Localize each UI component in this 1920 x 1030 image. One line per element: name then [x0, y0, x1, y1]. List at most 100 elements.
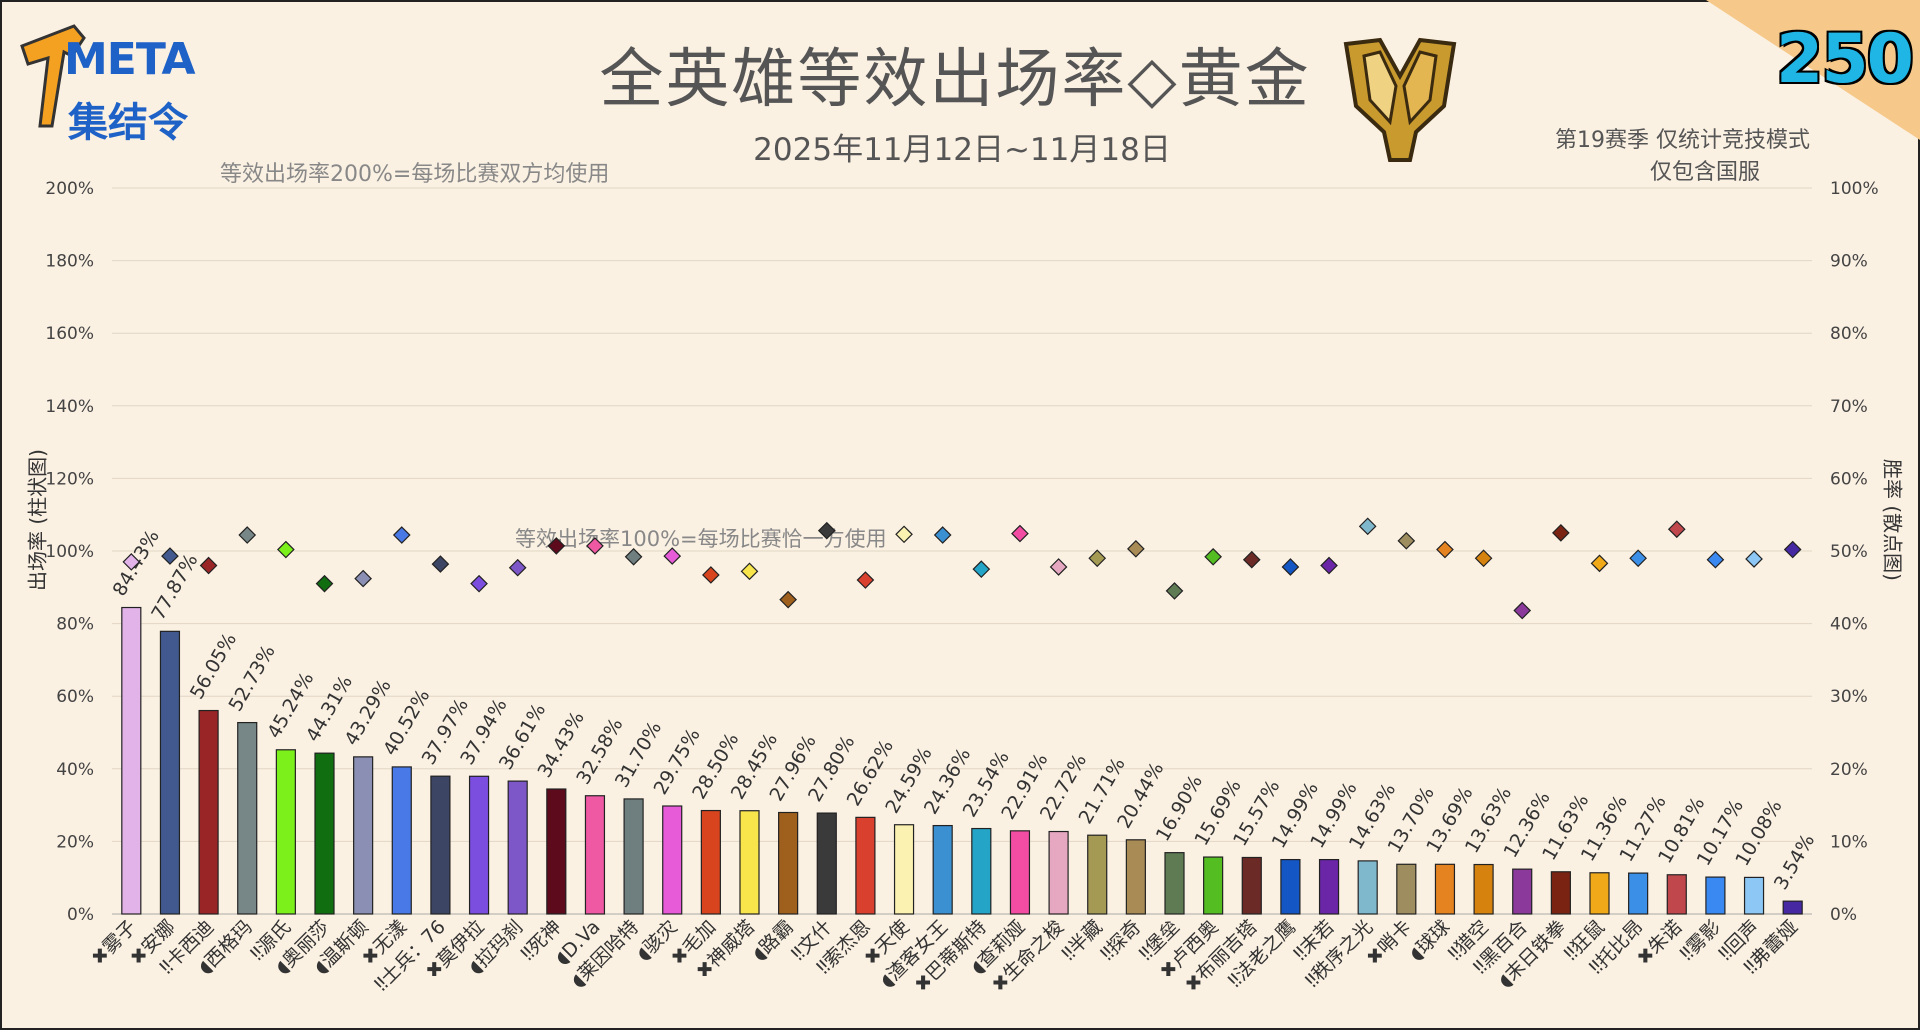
winrate-point: [663, 547, 682, 565]
logo-subtitle: 集结令: [68, 100, 188, 146]
y-tick-label-left: 40%: [56, 760, 94, 780]
winrate-point: [1783, 540, 1802, 559]
bar: [700, 809, 721, 915]
x-tick-label: ‼雾影: [1676, 916, 1725, 965]
x-tick-label: ✖朱诺: [1633, 916, 1687, 970]
x-tick-label: ◖球球: [1405, 916, 1455, 966]
winrate-point: [431, 555, 450, 573]
winrate-point: [122, 553, 141, 571]
bar: [1666, 874, 1687, 915]
y-tick-label-left: 180%: [45, 252, 94, 272]
region-note: 仅包含国服: [1649, 160, 1760, 185]
winrate-point: [1320, 556, 1338, 575]
bar: [1550, 871, 1571, 915]
winrate-point: [1513, 601, 1532, 620]
winrate-point: [779, 590, 797, 609]
bar: [1743, 876, 1765, 915]
bar: [275, 749, 296, 915]
winrate-point: [470, 574, 488, 593]
winrate-point: [1088, 549, 1107, 568]
y-tick-label-right: 10%: [1830, 832, 1868, 852]
y-axis-label-right: 胜率 (散点图): [1880, 459, 1905, 581]
winrate-point: [199, 556, 218, 575]
bar: [546, 788, 567, 915]
rank-badge: 250: [1706, 0, 1920, 140]
badge-number: 250: [1776, 20, 1914, 99]
x-tick-label: ✖哨卡: [1362, 916, 1416, 970]
gold-rank-icon: [1343, 37, 1457, 162]
y-tick-label-left: 60%: [56, 687, 94, 707]
winrate-point: [1165, 582, 1184, 600]
bar: [314, 752, 335, 915]
winrate-point: [1474, 549, 1493, 568]
y-tick-label-left: 100%: [45, 542, 94, 562]
bar: [1628, 872, 1649, 915]
hammer-icon: [20, 24, 86, 128]
winrate-point: [624, 547, 643, 566]
bar: [1782, 900, 1803, 915]
chart-title: 全英雄等效出场率◇黄金: [599, 43, 1311, 117]
bar: [971, 827, 992, 915]
winrate-point: [1281, 558, 1300, 576]
bar: [1357, 860, 1378, 915]
bar: [1396, 863, 1417, 915]
y-tick-label-left: 20%: [56, 832, 94, 852]
bar: [1164, 852, 1185, 915]
bar: [778, 811, 799, 915]
bar: [391, 766, 412, 915]
bar: [584, 795, 606, 915]
winrate-point: [1552, 524, 1570, 542]
bar: [932, 824, 953, 915]
bar: [1087, 834, 1108, 915]
bar-data-label: 77.87%: [147, 550, 202, 624]
winrate-point: [315, 574, 334, 593]
bar: [430, 775, 451, 915]
bar: [893, 824, 915, 915]
bar: [623, 798, 644, 915]
winrate-point: [856, 571, 875, 589]
winrate-point: [1049, 558, 1068, 576]
y-axis-label-left: 出场率 (柱状图): [25, 449, 50, 591]
bar: [1705, 876, 1726, 915]
logo-title: META: [64, 34, 195, 85]
winrate-point: [1011, 524, 1029, 543]
date-range: 2025年11月12日~11月18日: [753, 132, 1171, 168]
bar: [855, 816, 876, 915]
y-tick-label-right: 50%: [1830, 542, 1868, 562]
bar: [507, 780, 528, 915]
bar: [159, 630, 181, 915]
winrate-point: [508, 558, 527, 577]
y-tick-label-right: 70%: [1830, 397, 1868, 417]
x-tick-label: ◖路霸: [748, 916, 798, 966]
winrate-point: [1436, 540, 1454, 559]
y-tick-label-right: 40%: [1830, 615, 1868, 635]
y-tick-label-right: 100%: [1830, 179, 1879, 199]
winrate-point: [933, 526, 952, 544]
winrate-point: [238, 526, 257, 544]
note-200: 等效出场率200%=每场比赛双方均使用: [220, 162, 610, 187]
winrate-point: [277, 540, 295, 559]
x-tick-label: ‼半藏: [1058, 916, 1107, 965]
bar: [1241, 856, 1262, 915]
meta-logo: META 集结令: [14, 16, 204, 146]
bar: [1280, 858, 1301, 915]
y-tick-label-right: 0%: [1830, 905, 1857, 925]
y-tick-label-right: 30%: [1830, 687, 1868, 707]
bar: [739, 810, 760, 915]
winrate-point: [354, 569, 372, 588]
winrate-point: [1397, 531, 1416, 550]
winrate-point: [1667, 520, 1686, 539]
bar: [1203, 856, 1224, 915]
winrate-point: [392, 526, 411, 544]
winrate-point: [1242, 550, 1261, 569]
y-tick-label-right: 90%: [1830, 252, 1868, 272]
winrate-point: [895, 525, 913, 544]
bar: [1048, 830, 1069, 915]
bar: [1589, 872, 1610, 915]
x-tick-label: ‼探奇: [1096, 916, 1145, 965]
bar: [121, 606, 142, 915]
y-tick-label-right: 20%: [1830, 760, 1868, 780]
bar: [662, 805, 683, 915]
